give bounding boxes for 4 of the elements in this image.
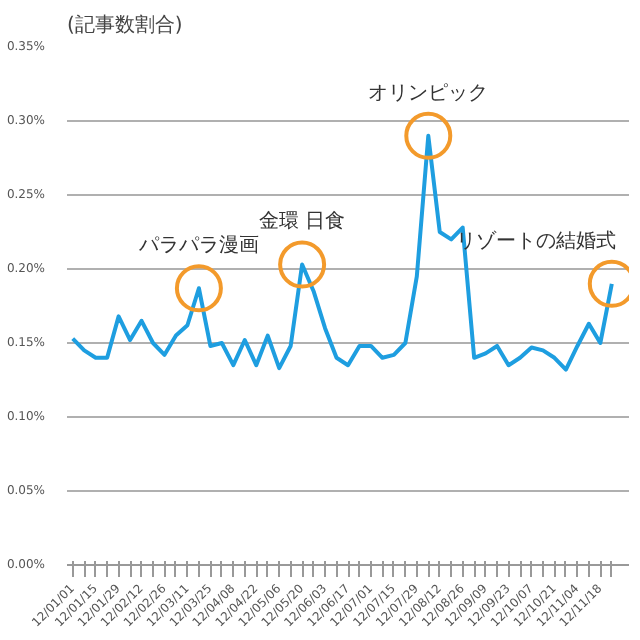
annotation: 金環 日食 bbox=[258, 209, 346, 234]
y-axis-title: (記事数割合) bbox=[67, 13, 183, 37]
annotation: オリンピック bbox=[368, 82, 489, 105]
annotation: パラパラ漫画 bbox=[136, 233, 259, 258]
